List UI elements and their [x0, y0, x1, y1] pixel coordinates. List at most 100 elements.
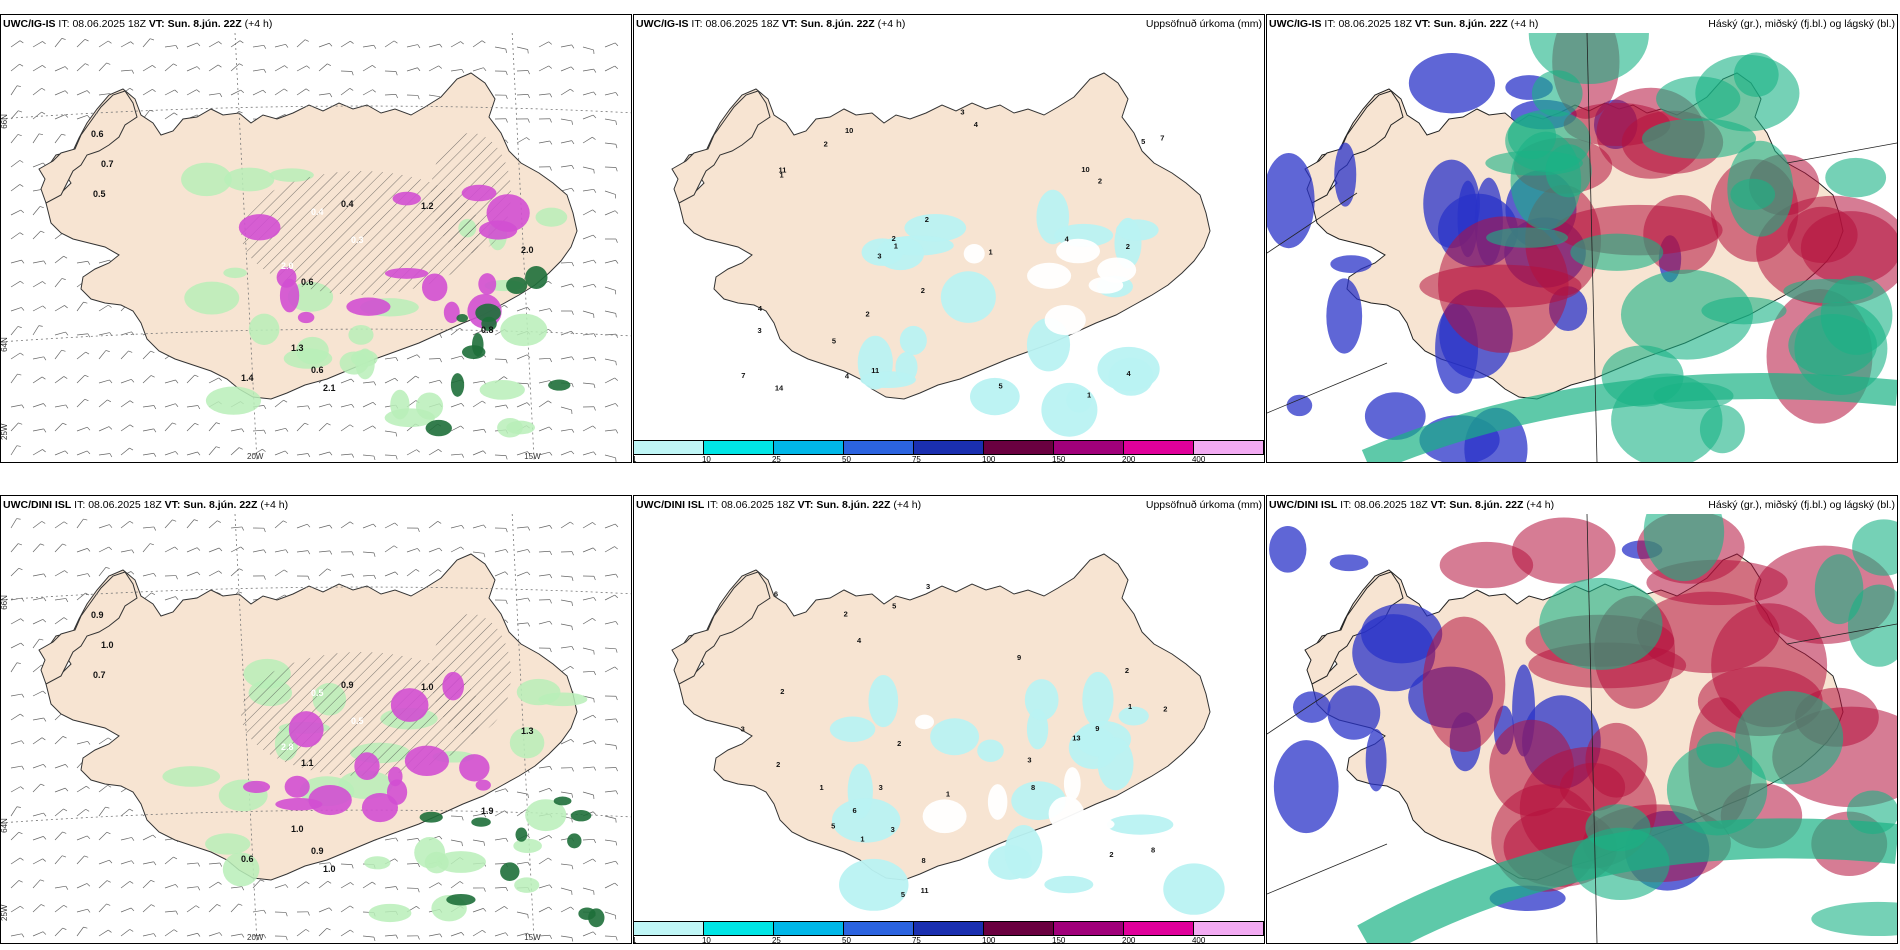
axis-label: 15W	[524, 452, 541, 461]
wind-barb-flag	[373, 381, 377, 386]
wind-barb	[54, 617, 65, 625]
wind-barb-flag	[20, 352, 24, 356]
wind-barb	[10, 422, 19, 432]
wind-barb-flag	[19, 232, 24, 236]
wind-barb-flag	[593, 576, 596, 581]
wind-barb	[384, 40, 395, 48]
precip-heavy-cell	[461, 184, 497, 202]
wind-barb-flag	[87, 909, 91, 913]
wind-barb-flag	[615, 333, 619, 338]
wind-barb-flag	[61, 278, 66, 280]
wind-barb-flag	[196, 89, 200, 93]
wind-barb	[494, 549, 506, 553]
wind-barb	[450, 402, 462, 408]
wind-barb	[32, 597, 44, 601]
wind-barb	[142, 405, 154, 408]
wind-barb-flag	[571, 120, 573, 125]
wind-barb	[384, 571, 396, 577]
accum-value-label: 1	[894, 241, 898, 250]
accum-value-label: 10	[845, 126, 853, 135]
precip-heavy-cell	[276, 267, 297, 288]
wind-barb-flag	[42, 41, 46, 45]
wind-barb	[318, 93, 330, 96]
wind-barb	[98, 62, 107, 72]
wind-barb-flag	[505, 788, 509, 793]
wind-barb-flag	[592, 547, 597, 552]
wind-barb	[32, 87, 42, 96]
wind-barb-flag	[503, 376, 508, 380]
wind-barb-flag	[62, 831, 67, 834]
wind-barb-flag	[62, 422, 67, 426]
wind-barb-flag	[438, 449, 442, 453]
low-cloud-area	[1814, 554, 1864, 625]
wind-barb	[32, 162, 44, 168]
wind-barb-flag	[41, 111, 46, 115]
wind-barb-flag	[218, 570, 222, 574]
accum-value-label: 10	[1081, 165, 1089, 174]
precip-moderate-cell	[419, 811, 443, 823]
wind-barb-flag	[549, 166, 552, 171]
wind-barb	[582, 647, 594, 651]
wind-barb-flag	[372, 402, 377, 406]
wind-barb	[32, 230, 41, 240]
wind-barb-flag	[62, 855, 67, 858]
wind-barb	[582, 522, 593, 529]
wind-barb	[604, 454, 616, 459]
wind-barb	[230, 447, 240, 456]
wind-barb-flag	[194, 374, 199, 377]
colorbar-swatch	[774, 441, 844, 454]
wind-barb-flag	[350, 929, 354, 933]
wind-barb	[538, 41, 549, 48]
wind-barb-flag	[307, 453, 311, 458]
accum-value-label: 13	[1072, 734, 1080, 743]
wind-barb-flag	[593, 766, 597, 771]
wind-barb	[296, 88, 307, 96]
wind-barb	[98, 784, 108, 793]
wind-barb-flag	[460, 425, 465, 429]
wind-barb-flag	[614, 882, 619, 887]
wind-barb	[142, 572, 154, 577]
wind-barb-flag	[614, 546, 618, 550]
accum-value-label: 4	[857, 636, 862, 645]
precip-light-area	[184, 281, 240, 315]
wind-barb	[428, 882, 439, 889]
wind-barb	[164, 112, 175, 120]
wind-barb	[32, 260, 44, 264]
wind-barb-flag	[351, 453, 355, 458]
wind-barb	[98, 40, 109, 48]
wind-barb	[142, 350, 151, 360]
wind-barb	[582, 547, 594, 553]
wind-barb	[604, 815, 616, 819]
wind-barb	[120, 808, 130, 817]
wind-barb-flag	[42, 690, 47, 694]
wind-barb	[340, 378, 352, 384]
wind-barb-flag	[17, 134, 22, 136]
wind-barb	[318, 403, 330, 408]
wind-barb	[10, 618, 21, 625]
wind-barb	[296, 550, 308, 553]
dry-patch	[922, 799, 967, 834]
wind-barb	[538, 906, 549, 913]
precip-light-area	[223, 267, 247, 279]
wind-barb	[76, 63, 86, 72]
accum-value-label: 9	[1095, 724, 1099, 733]
wind-barb	[538, 550, 550, 553]
wind-barb-flag	[42, 619, 47, 623]
meridian-line	[511, 33, 535, 462]
wind-barb-flag	[129, 87, 134, 91]
wind-barb-flag	[417, 935, 420, 940]
accum-precip-area	[1097, 737, 1134, 791]
wind-barb	[318, 880, 328, 889]
accum-value-label: 5	[999, 382, 1003, 391]
low-cloud-area	[1847, 584, 1897, 667]
wind-barb	[582, 234, 594, 240]
wind-barb-flag	[285, 936, 288, 941]
wind-barb	[472, 67, 484, 72]
wind-barb	[538, 140, 550, 144]
wind-barb	[54, 331, 66, 336]
wind-barb	[560, 262, 573, 264]
wind-barb-flag	[615, 167, 618, 172]
wind-barb-flag	[130, 571, 135, 575]
wind-barb	[406, 569, 416, 577]
wind-barb-flag	[549, 551, 552, 556]
